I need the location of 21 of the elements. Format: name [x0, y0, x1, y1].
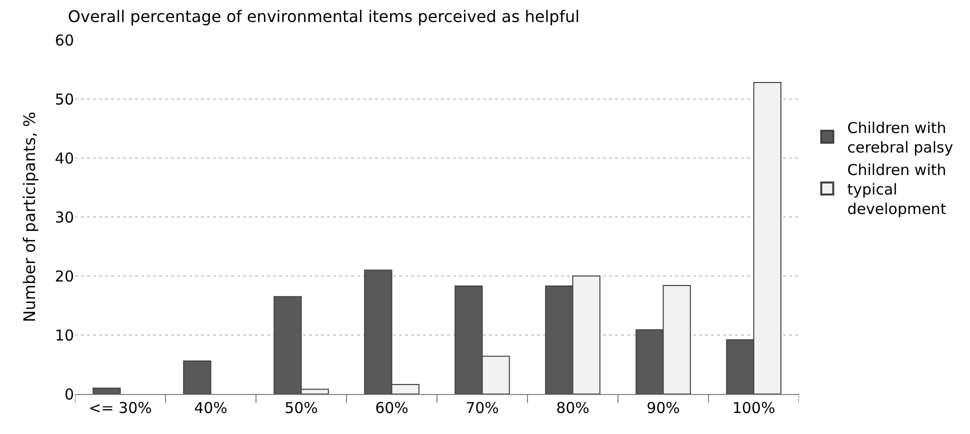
y-tick-label: 30	[54, 208, 74, 226]
y-tick-label: 0	[64, 385, 74, 404]
chart-title: Overall percentage of environmental items perceived as helpful	[68, 7, 580, 26]
x-tick-label: 50%	[284, 399, 318, 417]
x-tick-label: <= 30%	[88, 399, 152, 417]
x-tick-label: 70%	[466, 399, 499, 417]
y-tick-label: 10	[54, 326, 74, 344]
bar	[92, 388, 121, 394]
y-tick-label: 50	[54, 90, 74, 108]
x-tick-label: 40%	[194, 399, 228, 417]
y-axis-title: Number of participants, %	[20, 112, 39, 322]
x-tick-label: 80%	[556, 399, 590, 417]
legend-label: Children with cerebral palsy	[847, 118, 954, 156]
x-tick-label: 100%	[732, 399, 776, 417]
x-tick-label: 90%	[646, 399, 680, 417]
y-tick-label: 40	[54, 149, 74, 168]
bar	[183, 360, 212, 394]
legend-label: Children with typical development	[847, 160, 946, 218]
y-tick-label: 60	[54, 31, 74, 50]
y-tick-label: 20	[54, 267, 74, 286]
x-tick-label: 60%	[375, 399, 408, 417]
